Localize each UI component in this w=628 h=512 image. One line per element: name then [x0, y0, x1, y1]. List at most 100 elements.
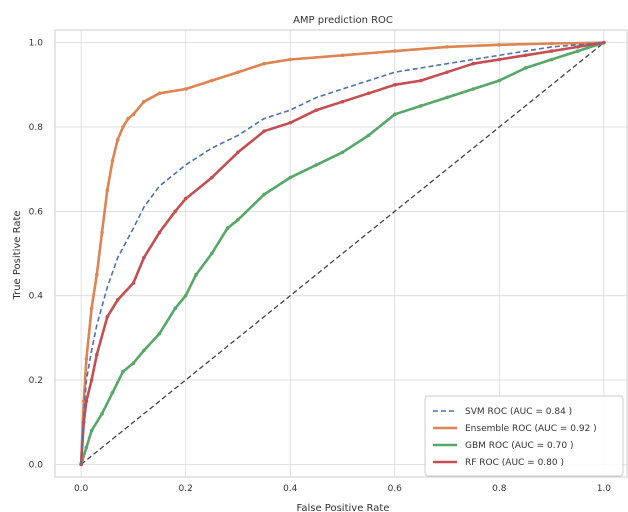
plot-area [79, 40, 606, 467]
roc-point [575, 49, 580, 53]
legend-label: Ensemble ROC (AUC = 0.92 ) [465, 424, 597, 434]
roc-point [210, 175, 214, 180]
roc-point [575, 45, 580, 49]
roc-point [157, 331, 162, 336]
roc-point [225, 226, 230, 230]
roc-point [288, 120, 293, 125]
chart-title: AMP prediction ROC [293, 15, 393, 26]
roc-point [89, 306, 94, 311]
roc-point [419, 78, 423, 83]
roc-point [194, 272, 198, 277]
roc-point [210, 78, 214, 83]
roc-point [110, 158, 115, 163]
roc-point [262, 129, 266, 134]
roc-point [183, 196, 188, 201]
y-axis-title: True Positive Rate [12, 210, 23, 300]
roc-point [115, 298, 120, 302]
roc-point [549, 57, 554, 62]
roc-point [419, 104, 423, 108]
roc-point [392, 83, 397, 87]
legend: SVM ROC (AUC = 0.84 ) Ensemble ROC (AUC =… [424, 395, 624, 477]
roc-point [95, 272, 99, 277]
roc-point [100, 230, 104, 235]
roc-point [95, 352, 99, 357]
roc-point [471, 87, 475, 91]
roc-point [79, 462, 83, 467]
roc-curve-svm [80, 41, 604, 465]
roc-point [340, 53, 345, 58]
roc-point [89, 428, 94, 433]
grid-layer [54, 29, 628, 478]
roc-point [288, 175, 293, 180]
roc-point [126, 116, 130, 121]
roc-point [121, 125, 125, 129]
roc-point [183, 293, 188, 298]
roc-point [236, 150, 240, 155]
roc-point [445, 95, 449, 100]
legend-label: GBM ROC (AUC = 0.70 ) [465, 441, 573, 451]
y-tick-label: 0.6 [29, 207, 44, 217]
x-axis-title: False Positive Rate [297, 503, 390, 512]
roc-point [157, 91, 162, 96]
roc-point [497, 57, 502, 62]
roc-point [84, 445, 89, 450]
roc-point [471, 61, 475, 66]
roc-point [262, 61, 266, 66]
y-tick-label: 0.0 [29, 460, 44, 470]
roc-point [105, 188, 110, 193]
x-tick-labels: 0.0 0.2 0.4 0.6 0.8 1.0 [74, 484, 611, 494]
y-tick-label: 0.4 [29, 292, 44, 302]
roc-point [445, 45, 449, 49]
y-tick-label: 1.0 [29, 39, 44, 49]
roc-point [173, 209, 178, 214]
legend-label: SVM ROC (AUC = 0.84 ) [465, 407, 572, 417]
roc-point [89, 378, 94, 382]
x-tick-label: 0.0 [74, 484, 89, 494]
x-tick-label: 0.6 [388, 484, 403, 494]
roc-point [110, 390, 115, 395]
roc-point [497, 42, 502, 47]
roc-point [131, 361, 136, 365]
x-tick-label: 1.0 [597, 484, 612, 494]
roc-point [497, 78, 502, 83]
roc-point [340, 99, 345, 104]
roc-point [210, 251, 214, 256]
y-tick-label: 0.8 [29, 123, 44, 133]
roc-point [142, 348, 146, 353]
roc-point [523, 66, 528, 70]
roc-point [366, 133, 371, 138]
x-tick-label: 0.8 [492, 484, 507, 494]
roc-point [142, 255, 146, 260]
roc-point [105, 314, 110, 319]
roc-point [549, 41, 554, 46]
roc-point [142, 99, 146, 104]
roc-point [392, 49, 397, 53]
roc-point [131, 112, 136, 117]
roc-point [157, 230, 162, 235]
roc-point [262, 192, 266, 197]
roc-point [340, 150, 345, 155]
x-tick-label: 0.4 [283, 484, 298, 494]
y-tick-labels: 0.0 0.2 0.4 0.6 0.8 1.0 [29, 39, 44, 471]
roc-point [131, 281, 136, 285]
roc-point [173, 306, 178, 311]
roc-point [366, 91, 371, 96]
plot-frame [54, 29, 628, 478]
legend-label: RF ROC (AUC = 0.80 ) [465, 458, 564, 468]
roc-curve-rf [79, 41, 605, 465]
roc-point [549, 49, 554, 53]
y-tick-label: 0.2 [29, 376, 43, 386]
roc-point [115, 137, 120, 142]
roc-point [236, 70, 240, 74]
roc-point [236, 217, 240, 222]
legend-box [424, 395, 624, 477]
roc-point [314, 163, 319, 167]
roc-point [314, 108, 319, 112]
roc-point [100, 411, 104, 416]
roc-point [183, 87, 188, 91]
x-tick-label: 0.2 [179, 484, 193, 494]
roc-point [288, 57, 293, 62]
roc-point [445, 70, 449, 74]
roc-point [84, 357, 89, 361]
